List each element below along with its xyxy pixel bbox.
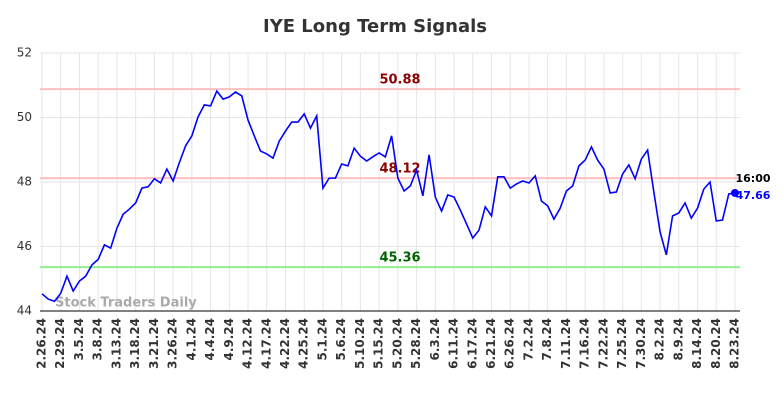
x-tick-label: 5.6.24	[334, 318, 348, 361]
x-tick-label: 4.22.24	[278, 318, 292, 369]
y-tick-label: 48	[17, 175, 32, 189]
x-tick-label: 3.21.24	[147, 318, 161, 369]
x-tick-label: 3.13.24	[109, 318, 123, 369]
x-tick-label: 5.20.24	[390, 318, 404, 369]
x-tick-label: 2.26.24	[35, 318, 49, 369]
x-tick-label: 3.5.24	[72, 318, 86, 361]
x-tick-label: 4.17.24	[259, 318, 273, 369]
x-tick-label: 7.11.24	[559, 318, 573, 369]
x-tick-label: 3.8.24	[91, 318, 105, 361]
x-tick-label: 5.1.24	[315, 318, 329, 361]
x-tick-label: 6.26.24	[503, 318, 517, 369]
last-time-label: 16:00	[735, 172, 770, 185]
x-tick-label: 7.30.24	[634, 318, 648, 369]
x-tick-label: 5.10.24	[353, 318, 367, 369]
x-tick-label: 3.26.24	[166, 318, 180, 369]
x-tick-label: 2.29.24	[53, 318, 67, 369]
level-label: 50.88	[379, 73, 420, 88]
x-tick-label: 4.25.24	[297, 318, 311, 369]
x-tick-label: 6.17.24	[465, 318, 479, 369]
x-tick-label: 5.15.24	[372, 318, 386, 369]
level-label: 48.12	[379, 162, 420, 177]
x-tick-label: 7.2.24	[521, 318, 535, 361]
x-tick-label: 6.11.24	[447, 318, 461, 369]
line-series	[41, 89, 736, 303]
x-tick-label: 7.25.24	[615, 318, 629, 369]
x-tick-label: 7.16.24	[578, 318, 592, 369]
x-tick-label: 4.1.24	[184, 318, 198, 361]
x-tick-label: 8.2.24	[653, 318, 667, 361]
x-tick-label: 7.22.24	[596, 318, 610, 369]
x-tick-label: 4.4.24	[203, 318, 217, 361]
x-tick-label: 8.20.24	[709, 318, 723, 369]
x-tick-label: 7.8.24	[540, 318, 554, 361]
y-tick-label: 44	[17, 304, 32, 318]
x-tick-label: 8.9.24	[671, 318, 685, 361]
x-tick-label: 8.23.24	[728, 318, 742, 369]
x-tick-label: 6.3.24	[428, 318, 442, 361]
x-tick-label: 3.18.24	[128, 318, 142, 369]
x-tick-label: 6.21.24	[484, 318, 498, 369]
y-tick-label: 52	[17, 46, 32, 60]
chart-title: IYE Long Term Signals	[263, 16, 487, 37]
x-tick-label: 4.9.24	[222, 318, 236, 361]
y-tick-label: 46	[17, 239, 32, 253]
x-tick-label: 4.12.24	[241, 318, 255, 369]
watermark: Stock Traders Daily	[55, 296, 197, 311]
last-point	[731, 188, 739, 197]
last-value-label: 47.66	[736, 189, 771, 202]
x-tick-label: 5.28.24	[409, 318, 423, 369]
y-tick-label: 50	[17, 110, 32, 124]
level-label: 45.36	[379, 251, 420, 266]
x-tick-label: 8.14.24	[690, 318, 704, 369]
